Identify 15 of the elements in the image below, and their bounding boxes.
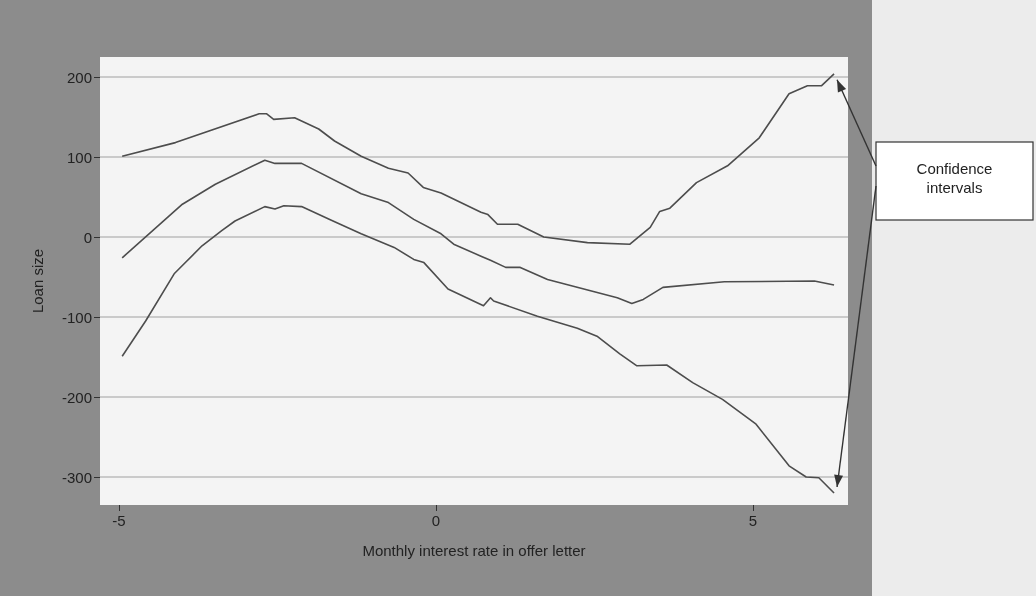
x-tick-label: 0 [431, 512, 441, 529]
line-series [121, 73, 835, 245]
y-tick-label: -300 [61, 468, 92, 486]
line-series [121, 205, 835, 494]
text: Confidence intervals [916, 160, 993, 196]
x-tick-label: -5 [112, 512, 126, 529]
x-axis-title: Monthly interest rate in offer letter [362, 542, 586, 559]
y-tick-label: 200 [66, 68, 92, 86]
y-tick-label: -200 [61, 388, 92, 406]
y-tick-label: 0 [83, 228, 92, 246]
y-axis-title: Loan size [29, 248, 46, 314]
x-tick-label: 5 [748, 512, 758, 529]
y-tick-label: -100 [61, 308, 92, 326]
line-series [121, 159, 835, 305]
y-tick-label: 100 [66, 148, 92, 166]
